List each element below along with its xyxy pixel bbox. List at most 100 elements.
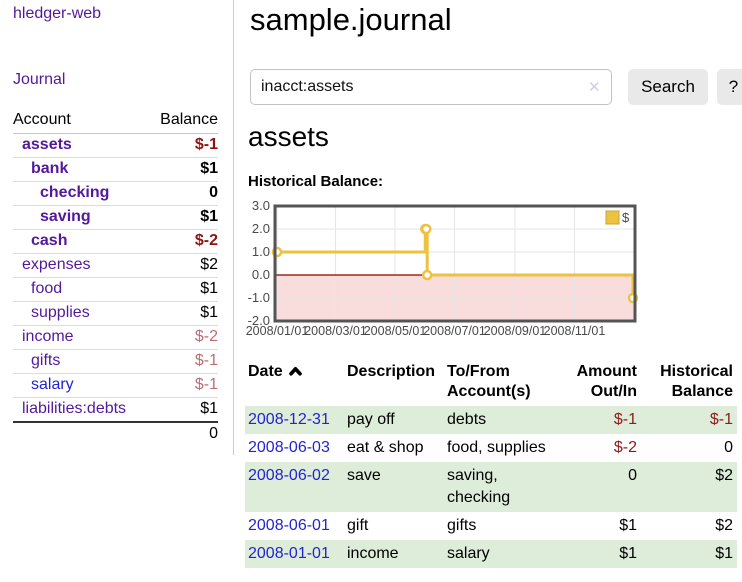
account-link-expenses[interactable]: expenses: [22, 256, 91, 273]
register-accounts: food, supplies: [447, 439, 546, 456]
chart-border: [273, 204, 637, 323]
register-date-link[interactable]: 2008-06-01: [248, 517, 330, 534]
account-link-supplies[interactable]: supplies: [31, 304, 90, 321]
account-link-saving[interactable]: saving: [40, 208, 91, 225]
register-amount: 0: [628, 467, 637, 484]
account-row: checking 0: [13, 181, 218, 206]
register-amount: $-1: [613, 411, 637, 428]
sidebar: hledger-web Journal Account Balance asse…: [0, 0, 233, 582]
search-button[interactable]: Search: [628, 69, 708, 105]
account-heading: assets: [248, 121, 329, 152]
chart-y-axis-label: -1.0: [247, 290, 270, 305]
register-header-date[interactable]: Date: [245, 360, 344, 406]
account-row: food $1: [13, 277, 218, 302]
chart-data-point: [420, 223, 432, 235]
account-link-checking[interactable]: checking: [40, 184, 110, 201]
register-row: 2008-12-31 pay off debts $-1 $-1: [245, 406, 737, 434]
page-title: sample.journal: [250, 2, 452, 37]
account-row: cash $-2: [13, 229, 218, 254]
chart-y-axis-label: 2.0: [251, 221, 270, 236]
chart-x-axis-label: 2008/11/01: [543, 324, 606, 338]
register-table: Date Description To/From Account(s) Amoun…: [245, 360, 737, 568]
account-balance: $1: [148, 277, 218, 302]
account-balance: $1: [148, 301, 218, 326]
register-balance: $2: [715, 517, 733, 534]
register-header-balance: Historical Balance: [660, 363, 733, 400]
clear-search-icon[interactable]: ✕: [588, 79, 601, 96]
account-link-bank[interactable]: bank: [31, 160, 69, 177]
sidebar-divider: [233, 0, 234, 455]
accounts-header-balance: Balance: [148, 108, 218, 134]
accounts-header-account: Account: [13, 108, 149, 134]
register-description: pay off: [347, 411, 395, 428]
register-date-link[interactable]: 2008-01-01: [248, 545, 330, 562]
account-balance: 0: [148, 181, 218, 206]
search-form: ✕ Search ?: [250, 69, 742, 105]
account-link-food[interactable]: food: [31, 280, 63, 297]
chart-x-axis-label: 2008/01/01: [245, 324, 309, 338]
register-accounts: debts: [447, 411, 487, 428]
search-input[interactable]: [250, 69, 612, 105]
chart-y-axis-label: 0.0: [251, 267, 270, 282]
accounts-total-row: 0: [13, 421, 218, 446]
account-link-cash[interactable]: cash: [31, 232, 68, 249]
accounts-total-value: 0: [148, 421, 218, 446]
chart-y-axis-label: 1.0: [251, 244, 270, 259]
account-row: supplies $1: [13, 301, 218, 326]
register-accounts: saving, checking: [447, 467, 511, 506]
register-accounts: salary: [447, 545, 490, 562]
chart-plot: $: [271, 204, 639, 323]
journal-link[interactable]: Journal: [13, 71, 66, 88]
register-row: 2008-01-01 income salary $1 $1: [245, 540, 737, 568]
register-balance: $2: [715, 467, 733, 484]
register-amount: $-2: [613, 439, 637, 456]
account-link-liabilities-debts[interactable]: liabilities:debts: [22, 400, 127, 417]
chart-x-axis-label: 2008/09/01: [483, 324, 547, 338]
account-balance: $2: [148, 253, 218, 278]
account-balance: $-2: [148, 325, 218, 350]
chart-legend-label: $: [622, 210, 630, 225]
register-date-link[interactable]: 2008-06-02: [248, 467, 330, 484]
register-description: eat & shop: [347, 439, 424, 456]
register-balance: 0: [724, 439, 733, 456]
account-balance: $-2: [148, 229, 218, 254]
register-accounts: gifts: [447, 517, 477, 534]
register-header-description: Description: [347, 363, 436, 380]
help-button[interactable]: ?: [717, 69, 742, 105]
account-balance: $-1: [148, 373, 218, 398]
register-amount: $1: [619, 517, 637, 534]
register-header-amount: Amount Out/In: [576, 363, 637, 400]
account-row: expenses $2: [13, 253, 218, 278]
chart-data-point: [421, 269, 433, 281]
account-row: salary $-1: [13, 373, 218, 398]
account-balance: $1: [148, 397, 218, 423]
register-balance: $1: [715, 545, 733, 562]
account-link-income[interactable]: income: [22, 328, 74, 345]
register-date-link[interactable]: 2008-12-31: [248, 411, 330, 428]
account-link-salary[interactable]: salary: [31, 376, 74, 393]
account-link-assets[interactable]: assets: [22, 136, 72, 153]
register-balance: $-1: [709, 411, 733, 428]
accounts-table: Account Balance assets $-1 bank $1 checking 0…: [13, 108, 218, 446]
chart-y-axis-label: 3.0: [251, 198, 270, 213]
account-row: saving $1: [13, 205, 218, 230]
register-description: income: [347, 545, 399, 562]
accounts-tbody: assets $-1 bank $1 checking 0 saving $1 cash $-2 e…: [13, 133, 218, 446]
main-content: sample.journal ✕ Search ? assets Histori…: [240, 0, 742, 582]
chart-x-axis-label: 2008/03/01: [304, 324, 367, 338]
account-balance: $1: [148, 157, 218, 182]
account-link-gifts[interactable]: gifts: [31, 352, 61, 369]
historical-balance-chart: $ 3.0 2.0 1.0 0.0 -1.0 -2.0 2008/01/01 2008/03/…: [240, 198, 742, 346]
account-row: income $-2: [13, 325, 218, 350]
register-tbody: 2008-12-31 pay off debts $-1 $-1 2008-06-03 ea…: [245, 406, 737, 568]
account-row: liabilities:debts $1: [13, 397, 218, 423]
register-date-link[interactable]: 2008-06-03: [248, 439, 330, 456]
register-row: 2008-06-03 eat & shop food, supplies $-2 0: [245, 434, 737, 462]
chart-legend-swatch: [605, 210, 620, 225]
chart-x-axis-label: 2008/07/01: [423, 324, 486, 338]
sort-up-icon: [288, 367, 302, 376]
app-title-link[interactable]: hledger-web: [13, 5, 102, 22]
chart-y-axis-label: -2.0: [247, 313, 270, 328]
register-header-accounts: To/From Account(s): [447, 363, 531, 400]
